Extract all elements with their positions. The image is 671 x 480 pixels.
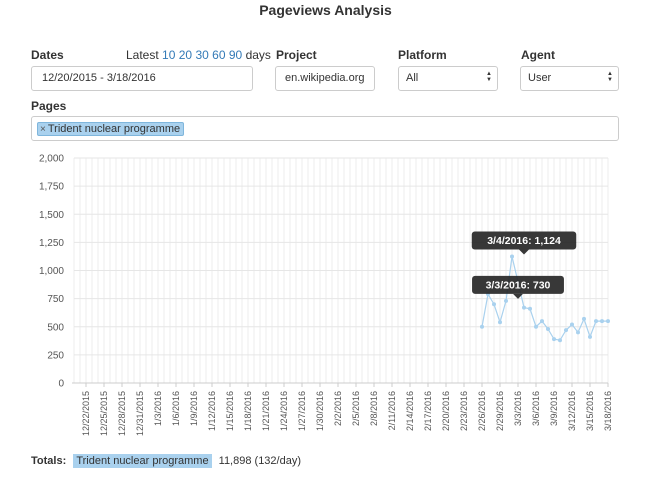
- data-point: [504, 298, 508, 303]
- latest-suffix: days: [245, 48, 271, 62]
- totals-value: 11,898 (132/day): [218, 455, 301, 467]
- y-tick-label: 1,750: [39, 182, 64, 193]
- latest-90-link[interactable]: 90: [228, 48, 243, 62]
- platform-selected-value: All: [406, 72, 419, 84]
- latest-60-link[interactable]: 60: [212, 48, 226, 62]
- data-point: [510, 254, 514, 259]
- y-tick-label: 750: [47, 294, 64, 305]
- data-point: [588, 334, 592, 339]
- agent-label: Agent: [521, 48, 555, 62]
- x-tick-label: 2/2/2016: [333, 391, 343, 426]
- x-tick-label: 1/30/2016: [315, 391, 325, 431]
- data-point: [528, 306, 532, 311]
- platform-select[interactable]: All ▲ ▼: [398, 66, 498, 91]
- x-tick-label: 12/28/2015: [117, 391, 127, 436]
- page-tag-label: Trident nuclear programme: [47, 123, 181, 135]
- date-range-input[interactable]: 12/20/2015 - 3/18/2016: [31, 66, 253, 91]
- x-tick-label: 2/8/2016: [369, 391, 379, 426]
- data-point: [522, 305, 526, 310]
- data-point: [564, 328, 568, 333]
- page-title: Pageviews Analysis: [259, 2, 392, 18]
- tooltip-box: [472, 275, 564, 294]
- x-tick-label: 1/24/2016: [279, 391, 289, 431]
- y-tick-label: 500: [47, 322, 64, 333]
- x-tick-label: 1/18/2016: [243, 391, 253, 431]
- data-point: [534, 324, 538, 329]
- page-tag: × Trident nuclear programme: [37, 122, 185, 136]
- project-label: Project: [276, 48, 317, 62]
- x-tick-label: 12/31/2015: [135, 391, 145, 436]
- x-tick-label: 1/12/2016: [207, 391, 217, 431]
- data-point: [570, 322, 574, 327]
- x-tick-label: 12/22/2015: [81, 391, 91, 436]
- x-tick-label: 3/12/2016: [567, 391, 577, 431]
- tooltip-box: [471, 231, 577, 250]
- agent-selected-value: User: [528, 72, 552, 84]
- pages-label: Pages: [31, 99, 67, 113]
- data-point: [540, 319, 544, 324]
- data-point: [576, 330, 580, 335]
- y-tick-label: 1,250: [39, 238, 64, 249]
- latest-10-link[interactable]: 10: [162, 48, 176, 62]
- x-tick-label: 1/3/2016: [153, 391, 163, 426]
- x-tick-label: 3/15/2016: [585, 391, 595, 431]
- dates-label: Dates: [31, 48, 64, 62]
- latest-prefix: Latest: [126, 48, 159, 62]
- x-tick-label: 3/6/2016: [531, 391, 541, 426]
- data-point: [480, 324, 484, 329]
- data-point: [606, 319, 610, 324]
- totals-label: Totals:: [31, 455, 67, 467]
- x-tick-label: 2/5/2016: [351, 391, 361, 426]
- x-tick-label: 2/11/2016: [387, 391, 397, 430]
- tooltip-text: 3/4/2016: 1,124: [487, 235, 561, 247]
- pages-input[interactable]: × Trident nuclear programme: [31, 116, 619, 141]
- data-point: [558, 338, 562, 343]
- y-tick-label: 2,000: [39, 154, 64, 165]
- y-tick-label: 1,000: [39, 266, 64, 277]
- tooltip-arrow: [519, 249, 529, 255]
- series-line: [481, 256, 608, 341]
- data-point: [594, 319, 598, 324]
- x-tick-label: 1/27/2016: [297, 391, 307, 431]
- x-tick-label: 2/17/2016: [423, 391, 433, 431]
- agent-select[interactable]: User ▲ ▼: [520, 66, 619, 91]
- data-point: [498, 320, 502, 325]
- pageviews-chart: 0 250 500 750 1,000 1,250 1,500 1,750 2,000 12/22…: [39, 154, 613, 437]
- latest-30-link[interactable]: 30: [195, 48, 209, 62]
- tooltip-text: 3/3/2016: 730: [486, 279, 551, 291]
- data-point: [600, 319, 604, 324]
- x-tick-label: 1/9/2016: [189, 391, 199, 426]
- x-tick-label: 2/14/2016: [405, 391, 415, 431]
- x-tick-label: 1/21/2016: [261, 391, 271, 431]
- totals-row: Totals: Trident nuclear programme 11,898…: [31, 454, 301, 468]
- x-tick-label: 2/23/2016: [459, 391, 469, 431]
- data-point: [552, 337, 556, 342]
- x-tick-label: 3/9/2016: [549, 391, 559, 426]
- totals-page-chip: Trident nuclear programme: [73, 454, 212, 468]
- x-tick-label: 12/25/2015: [99, 391, 109, 436]
- y-tick-label: 1,500: [39, 210, 64, 221]
- x-tick-label: 1/15/2016: [225, 391, 235, 431]
- x-tick-label: 3/3/2016: [513, 391, 523, 426]
- project-input[interactable]: en.wikipedia.org: [275, 66, 375, 91]
- x-tick-label: 2/20/2016: [441, 391, 451, 431]
- x-tick-label: 2/29/2016: [495, 391, 505, 431]
- x-tick-label: 1/6/2016: [171, 391, 181, 426]
- y-tick-label: 0: [58, 379, 64, 390]
- data-point: [492, 302, 496, 307]
- x-tick-label: 2/26/2016: [477, 391, 487, 431]
- select-arrows-icon: ▲ ▼: [486, 71, 492, 83]
- select-arrows-icon: ▲ ▼: [607, 71, 613, 83]
- latest-20-link[interactable]: 20: [178, 48, 193, 62]
- tooltip-arrow: [513, 293, 523, 299]
- remove-tag-icon[interactable]: ×: [40, 124, 46, 135]
- data-point: [582, 316, 586, 321]
- data-point: [546, 327, 550, 331]
- latest-days-selector: Latest 10 20 30 60 90 days: [126, 48, 271, 62]
- platform-label: Platform: [398, 48, 447, 62]
- x-tick-label: 3/18/2016: [603, 391, 613, 431]
- y-tick-label: 250: [47, 350, 64, 361]
